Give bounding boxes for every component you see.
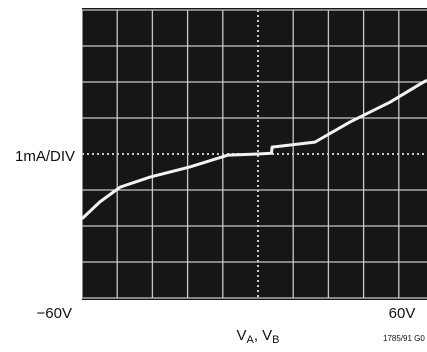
chart: 1mA/DIV −60V 60V VA, VB 1785/91 G0 xyxy=(0,0,427,352)
x-axis-label: VA, VB xyxy=(236,327,279,346)
x-end-label: 60V xyxy=(389,305,416,322)
y-axis-label: 1mA/DIV xyxy=(15,148,75,165)
x-start-label: −60V xyxy=(37,305,72,322)
x-label-part: , V xyxy=(254,327,272,344)
x-label-part: V xyxy=(236,327,246,344)
figure-id: 1785/91 G0 xyxy=(383,334,425,343)
x-label-sub: B xyxy=(272,334,279,346)
